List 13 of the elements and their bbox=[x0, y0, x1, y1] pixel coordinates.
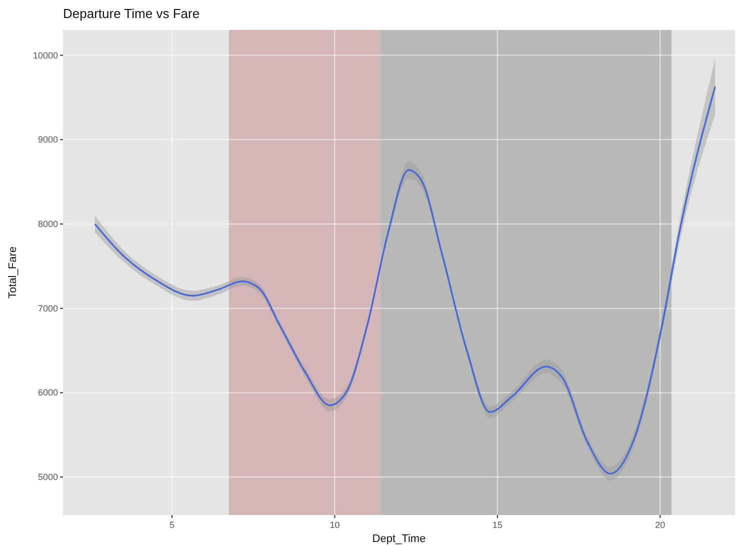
y-tick-label: 7000 bbox=[38, 303, 58, 314]
x-tick-label: 10 bbox=[330, 520, 340, 530]
x-tick-label: 15 bbox=[492, 520, 502, 530]
x-tick-label: 20 bbox=[655, 520, 666, 530]
y-tick-label: 5000 bbox=[38, 472, 58, 482]
chart-title: Departure Time vs Fare bbox=[63, 6, 200, 21]
y-tick-label: 10000 bbox=[32, 50, 58, 60]
y-tick-label: 6000 bbox=[38, 388, 58, 398]
y-tick-label: 9000 bbox=[38, 134, 58, 145]
y-axis-title: Total_Fare bbox=[7, 246, 19, 298]
x-tick-label: 5 bbox=[170, 520, 175, 530]
x-axis-title: Dept_Time bbox=[372, 533, 426, 545]
y-tick-label: 8000 bbox=[38, 219, 58, 229]
